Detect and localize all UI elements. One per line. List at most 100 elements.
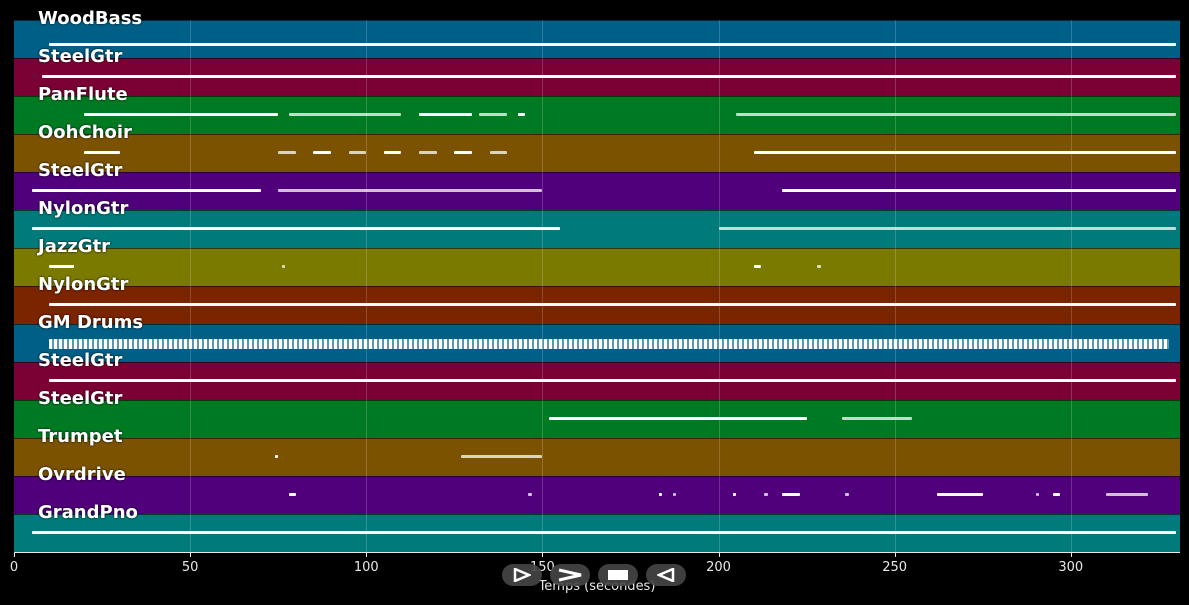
note-segment xyxy=(528,493,532,496)
note-segment xyxy=(288,113,402,116)
note-segment xyxy=(49,303,1177,306)
track-label: NylonGtr xyxy=(38,198,129,219)
track-lane xyxy=(14,400,1180,438)
play-back-icon xyxy=(657,568,675,582)
track-label: GrandPno xyxy=(38,502,138,523)
note-segment xyxy=(753,265,761,268)
track-lane xyxy=(14,58,1180,96)
x-tick xyxy=(190,552,192,557)
note-segment xyxy=(281,265,286,268)
note-segment xyxy=(31,189,261,192)
x-tick-label: 50 xyxy=(181,560,199,575)
rewind-button[interactable] xyxy=(646,564,686,586)
track-label: SteelGtr xyxy=(38,160,123,181)
note-segment xyxy=(517,113,525,116)
play-outline-icon xyxy=(513,568,531,582)
x-tick xyxy=(894,552,896,557)
track-lane xyxy=(14,210,1180,248)
note-segment xyxy=(274,455,279,458)
chevron-right-icon xyxy=(558,568,582,582)
note-segment xyxy=(1053,493,1061,496)
note-segment xyxy=(841,417,913,420)
x-tick xyxy=(14,552,15,557)
grid-line xyxy=(190,20,192,552)
note-segment xyxy=(461,455,543,458)
x-tick-label: 200 xyxy=(706,560,731,575)
note-segment xyxy=(84,113,279,116)
x-tick xyxy=(366,552,368,557)
x-tick xyxy=(1070,552,1072,557)
note-segment xyxy=(419,151,437,154)
note-segment xyxy=(732,493,737,496)
track-lane xyxy=(14,248,1180,286)
note-segment xyxy=(49,265,74,268)
grid-line xyxy=(366,20,368,552)
note-segment xyxy=(42,75,1177,78)
track-label: NylonGtr xyxy=(38,274,129,295)
note-segment xyxy=(718,227,1177,230)
note-segment xyxy=(278,189,543,192)
note-segment xyxy=(1106,493,1149,496)
track-label: PanFlute xyxy=(38,84,128,105)
note-segment xyxy=(781,189,1177,192)
note-segment xyxy=(478,113,508,116)
track-lane xyxy=(14,324,1180,362)
track-label: JazzGtr xyxy=(38,236,111,257)
track-label: SteelGtr xyxy=(38,350,123,371)
note-segment xyxy=(658,493,663,496)
x-tick-label: 250 xyxy=(882,560,908,575)
note-segment xyxy=(489,151,508,154)
track-lane xyxy=(14,134,1180,172)
note-segment xyxy=(49,339,1170,349)
track-lanes xyxy=(14,20,1180,552)
play-outline-button[interactable] xyxy=(502,564,542,586)
note-segment xyxy=(736,113,1177,116)
note-segment xyxy=(348,151,367,154)
x-tick xyxy=(718,552,720,557)
note-segment xyxy=(781,493,800,496)
note-segment xyxy=(753,151,1177,154)
note-segment xyxy=(845,493,849,496)
grid-line xyxy=(1070,20,1072,552)
note-segment xyxy=(84,151,120,154)
track-label: OohChoir xyxy=(38,122,132,143)
note-segment xyxy=(419,113,472,116)
grid-line xyxy=(542,20,544,552)
stop-button[interactable] xyxy=(598,564,638,586)
play-button[interactable] xyxy=(550,564,590,586)
note-segment xyxy=(764,493,768,496)
track-lane xyxy=(14,172,1180,210)
note-segment xyxy=(383,151,402,154)
track-lane xyxy=(14,20,1180,58)
x-tick xyxy=(542,552,544,557)
grid-line xyxy=(718,20,720,552)
track-lane xyxy=(14,96,1180,134)
track-label: GM Drums xyxy=(38,312,144,333)
note-segment xyxy=(936,493,983,496)
track-lane xyxy=(14,286,1180,324)
note-segment xyxy=(278,151,296,154)
x-tick-label: 0 xyxy=(9,560,19,575)
track-label: WoodBass xyxy=(38,8,143,29)
x-tick-label: 300 xyxy=(1058,560,1084,575)
grid-line xyxy=(894,20,896,552)
note-segment xyxy=(31,531,1177,534)
playback-controls xyxy=(502,564,686,588)
note-segment xyxy=(549,417,807,420)
track-lane xyxy=(14,362,1180,400)
x-tick-label: 100 xyxy=(353,560,379,575)
track-label: SteelGtr xyxy=(38,46,123,67)
note-segment xyxy=(1035,493,1040,496)
note-segment xyxy=(288,493,296,496)
track-label: SteelGtr xyxy=(38,388,123,409)
track-lane xyxy=(14,514,1180,552)
note-segment xyxy=(49,43,1177,46)
track-label: Ovrdrive xyxy=(38,464,126,485)
x-axis xyxy=(14,552,1180,553)
note-segment xyxy=(313,151,332,154)
note-segment xyxy=(672,493,677,496)
note-segment xyxy=(31,227,560,230)
track-lane xyxy=(14,438,1180,476)
track-lane xyxy=(14,476,1180,514)
track-label: Trumpet xyxy=(38,426,123,447)
